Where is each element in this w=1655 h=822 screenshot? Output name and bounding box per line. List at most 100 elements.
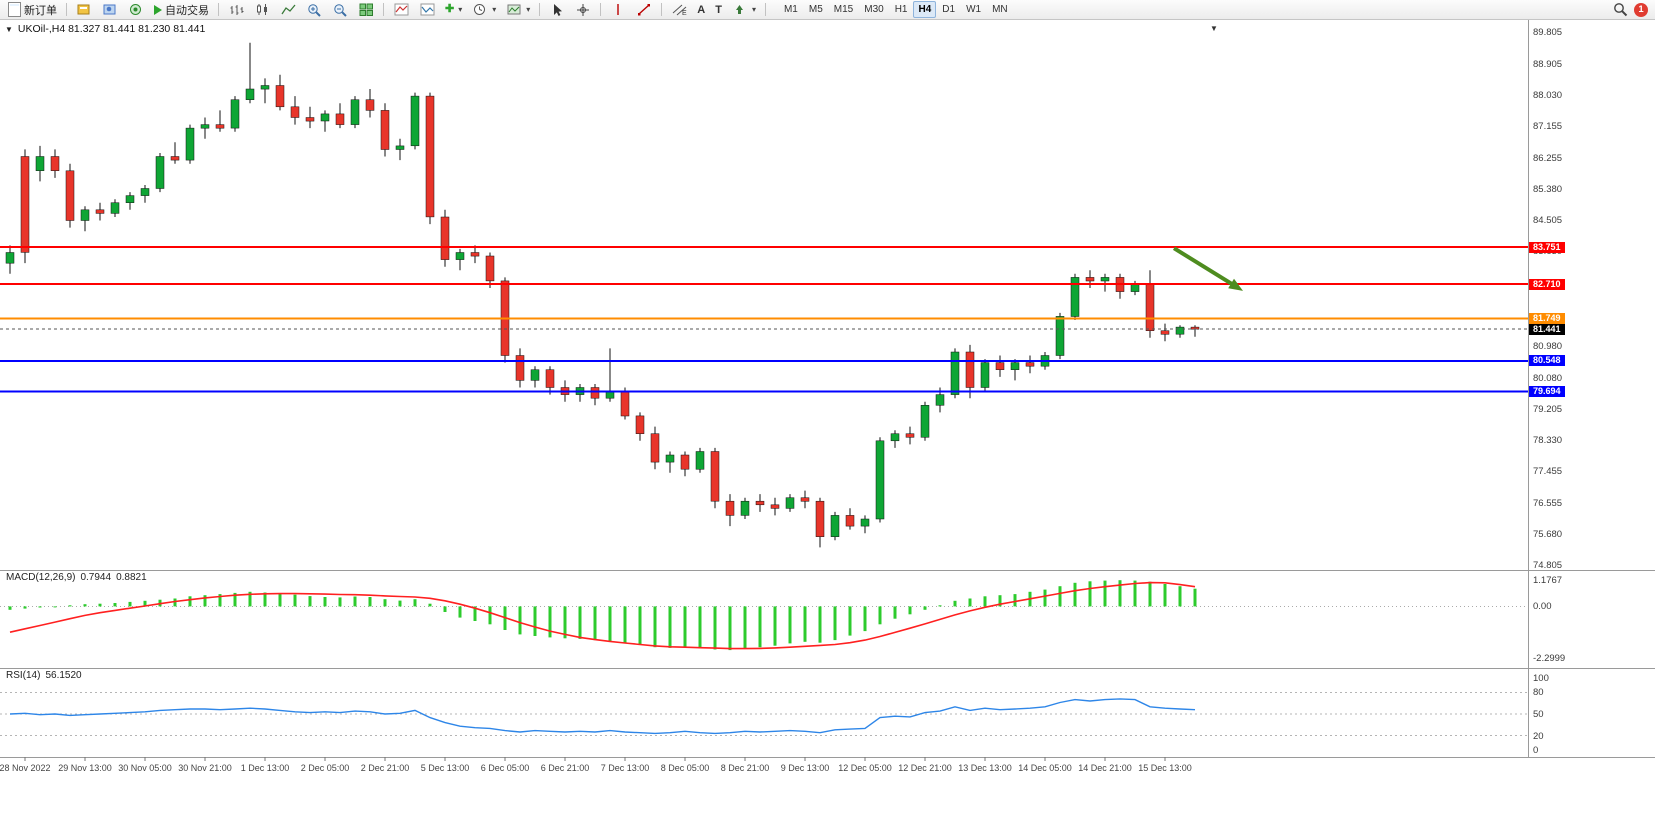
time-axis-label[interactable]: 7 Dec 13:00: [600, 763, 650, 773]
chevron-down-icon: ▾: [458, 5, 463, 14]
time-axis-label[interactable]: 30 Nov 21:00: [178, 763, 232, 773]
rsi-name: RSI(14): [6, 670, 41, 681]
equidistant-channel-button[interactable]: E: [667, 0, 691, 19]
time-axis-label[interactable]: 8 Dec 21:00: [720, 763, 770, 773]
toolbar-separator: [764, 3, 766, 16]
zoom-in-icon: [306, 2, 322, 17]
text-tool-icon: A: [697, 3, 706, 16]
indicators-icon: [393, 2, 409, 17]
add-indicator-button[interactable]: ✚ ▾: [441, 0, 466, 19]
price-axis-label: 75.680: [1533, 528, 1563, 540]
chart-shift-marker-icon: ▼: [1210, 24, 1218, 33]
search-icon[interactable]: [1612, 2, 1628, 17]
price-level-tag: 80.548: [1529, 355, 1565, 367]
templates-button[interactable]: ▾: [502, 0, 534, 19]
macd-pane-label: MACD(12,26,9) 0.7944 0.8821: [6, 572, 147, 583]
crosshair-icon: [575, 2, 591, 17]
line-chart-button[interactable]: [276, 0, 300, 19]
chart-area[interactable]: ▼ UKOil-,H4 81.327 81.441 81.230 81.441 …: [0, 20, 1655, 822]
time-axis-label[interactable]: 1 Dec 13:00: [240, 763, 290, 773]
bar-chart-button[interactable]: [224, 0, 248, 19]
time-axis-label[interactable]: 15 Dec 13:00: [1138, 763, 1192, 773]
time-axis-label[interactable]: 6 Dec 05:00: [480, 763, 530, 773]
macd-name: MACD(12,26,9): [6, 572, 76, 583]
toolbar-separator: [661, 3, 663, 16]
price-axis-label: 84.505: [1533, 215, 1563, 227]
time-axis-label[interactable]: 14 Dec 05:00: [1018, 763, 1072, 773]
alerts-icon: [128, 2, 144, 17]
vertical-line-button[interactable]: [606, 0, 630, 19]
time-axis-label[interactable]: 12 Dec 21:00: [898, 763, 952, 773]
rsi-line: [9, 698, 1196, 735]
time-axis-label[interactable]: 12 Dec 05:00: [838, 763, 892, 773]
macd-signal-line: [9, 581, 1196, 650]
toolbar-separator: [66, 3, 67, 16]
time-axis-label[interactable]: 5 Dec 13:00: [420, 763, 470, 773]
time-axis-label[interactable]: 6 Dec 21:00: [540, 763, 590, 773]
toolbar-separator: [539, 3, 541, 16]
timeframe-button-m15[interactable]: M15: [833, 4, 854, 15]
vertical-line-icon: [610, 2, 626, 17]
new-order-button[interactable]: 新订单: [4, 0, 61, 19]
chevron-down-icon: ▾: [526, 5, 531, 14]
time-axis-label[interactable]: 9 Dec 13:00: [780, 763, 830, 773]
time-axis-label[interactable]: 8 Dec 05:00: [660, 763, 710, 773]
timeframe-button-mn[interactable]: MN: [992, 4, 1008, 15]
line-chart-icon: [280, 2, 296, 17]
new-order-icon: [8, 2, 21, 17]
data-window-button[interactable]: [98, 0, 122, 19]
periods-button[interactable]: ▾: [468, 0, 500, 19]
text-label-button[interactable]: T: [711, 0, 726, 19]
arrow-annotation[interactable]: [1172, 246, 1243, 291]
indicators-button[interactable]: [389, 0, 413, 19]
timeframe-button-m5[interactable]: M5: [808, 4, 823, 15]
arrows-button[interactable]: ▾: [728, 0, 760, 19]
time-axis-label[interactable]: 2 Dec 05:00: [300, 763, 350, 773]
trendline-button[interactable]: [632, 0, 656, 19]
clock-icon: [472, 2, 488, 17]
auto-trading-button[interactable]: 自动交易: [150, 0, 213, 19]
time-axis-label[interactable]: 29 Nov 13:00: [58, 763, 112, 773]
price-axis-label: 78.330: [1533, 434, 1563, 446]
macd-signal-value: 0.8821: [116, 572, 147, 583]
zoom-out-icon: [332, 2, 348, 17]
time-axis-label[interactable]: 14 Dec 21:00: [1078, 763, 1132, 773]
chevron-down-icon: ▾: [751, 5, 756, 14]
time-axis-label[interactable]: 2 Dec 21:00: [360, 763, 410, 773]
auto-trading-play-icon: [154, 4, 162, 15]
zoom-out-button[interactable]: [328, 0, 352, 19]
text-label-icon: T: [715, 3, 722, 16]
macd-axis-label: 1.1767: [1533, 575, 1563, 586]
candlestick-button[interactable]: [250, 0, 274, 19]
notification-badge[interactable]: 1: [1634, 2, 1648, 17]
alerts-button[interactable]: [124, 0, 148, 19]
timeframe-button-h4[interactable]: H4: [913, 1, 937, 18]
metaeditor-button[interactable]: [72, 0, 96, 19]
crosshair-button[interactable]: [571, 0, 595, 19]
objects-list-button[interactable]: [415, 0, 439, 19]
time-axis-label[interactable]: 28 Nov 2022: [0, 763, 51, 773]
text-tool-button[interactable]: A: [693, 0, 709, 19]
timeframe-button-m1[interactable]: M1: [783, 4, 798, 15]
arrow-shape-icon: [732, 2, 748, 17]
chart-canvas[interactable]: [0, 20, 1655, 822]
rsi-axis-label: 100: [1533, 673, 1549, 684]
time-axis-label[interactable]: 30 Nov 05:00: [118, 763, 172, 773]
toolbar-separator: [600, 3, 602, 16]
candlestick-icon: [254, 2, 270, 17]
timeframe-button-w1[interactable]: W1: [966, 4, 982, 15]
timeframe-button-d1[interactable]: D1: [942, 4, 956, 15]
horizontal-lines[interactable]: [0, 246, 1528, 393]
chevron-down-icon: ▾: [492, 5, 497, 14]
new-order-label: 新订单: [24, 4, 57, 17]
timeframe-button-m30[interactable]: M30: [864, 4, 884, 15]
price-level-tag: 83.751: [1529, 241, 1565, 253]
time-axis-label[interactable]: 13 Dec 13:00: [958, 763, 1012, 773]
timeframe-button-h1[interactable]: H1: [894, 4, 908, 15]
toolbar-separator: [383, 3, 384, 16]
tile-windows-button[interactable]: [354, 0, 378, 19]
cursor-button[interactable]: [545, 0, 569, 19]
macd-main-value: 0.7944: [80, 572, 112, 583]
collapse-icon[interactable]: ▼: [5, 24, 13, 34]
zoom-in-button[interactable]: [302, 0, 326, 19]
